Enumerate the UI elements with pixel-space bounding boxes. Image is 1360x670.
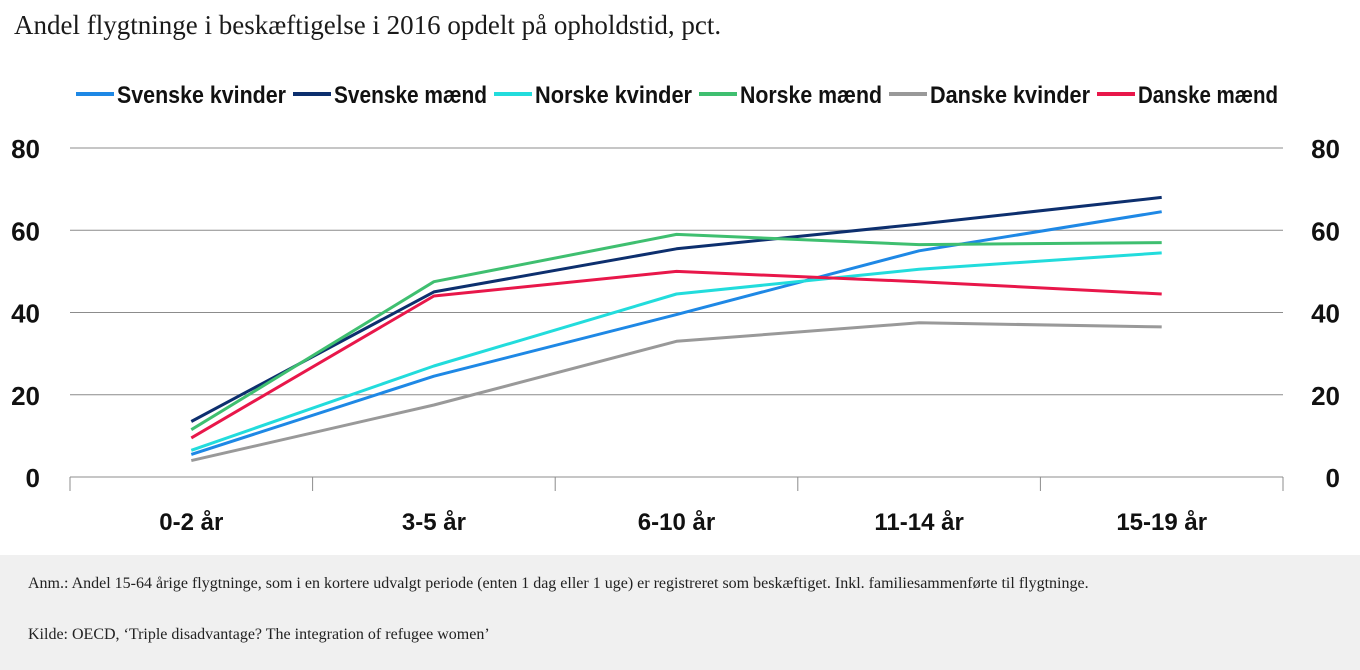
legend-label: Svenske mænd	[334, 82, 487, 109]
legend-label: Danske mænd	[1138, 82, 1278, 109]
y-tick-label-left: 40	[11, 299, 40, 329]
x-tick-label: 3-5 år	[402, 509, 466, 536]
y-tick-label-left: 0	[26, 463, 40, 493]
legend: Svenske kvinder Svenske mænd Norske kvinde…	[76, 82, 1278, 109]
series-lines	[190, 195, 1162, 463]
y-axis-left: 0 20 40 60 80	[11, 134, 40, 493]
x-tick-label: 11-14 år	[874, 509, 963, 536]
y-tick-label-right: 40	[1311, 299, 1340, 329]
x-tick-label: 0-2 år	[159, 509, 223, 536]
y-tick-label-right: 60	[1311, 216, 1340, 246]
legend-label: Danske kvinder	[930, 82, 1090, 109]
y-tick-label-right: 80	[1311, 134, 1340, 164]
note-text: Anm.: Andel 15-64 årige flygtninge, som …	[28, 575, 1089, 592]
line-chart: Svenske kvinder Svenske mænd Norske kvinde…	[11, 82, 1340, 536]
x-tick-label: 6-10 år	[638, 509, 715, 536]
y-tick-label-right: 0	[1326, 463, 1340, 493]
series-line	[190, 232, 1162, 431]
y-tick-label-left: 80	[11, 134, 40, 164]
y-tick-label-left: 60	[11, 216, 40, 246]
legend-label: Svenske kvinder	[117, 82, 286, 109]
y-tick-label-left: 20	[11, 381, 40, 411]
gridlines	[70, 147, 1283, 396]
legend-label: Norske mænd	[740, 82, 882, 109]
footer-notes: Anm.: Andel 15-64 årige flygtninge, som …	[0, 555, 1360, 670]
source-text: Kilde: OECD, ‘Triple disadvantage? The i…	[28, 626, 490, 643]
x-tick-labels: 0-2 år 3-5 år 6-10 år 11-14 år 15-19 år	[159, 509, 1207, 536]
series-line	[190, 210, 1162, 456]
y-tick-label-right: 20	[1311, 381, 1340, 411]
series-line	[190, 251, 1162, 452]
y-axis-right: 0 20 40 60 80	[1311, 134, 1340, 493]
series-line	[190, 195, 1162, 423]
chart-title: Andel flygtninge i beskæftigelse i 2016 …	[14, 10, 722, 40]
x-axis	[69, 476, 1284, 491]
series-line	[190, 321, 1162, 463]
legend-label: Norske kvinder	[535, 82, 692, 109]
series-line	[190, 269, 1162, 440]
x-tick-label: 15-19 år	[1116, 509, 1207, 536]
